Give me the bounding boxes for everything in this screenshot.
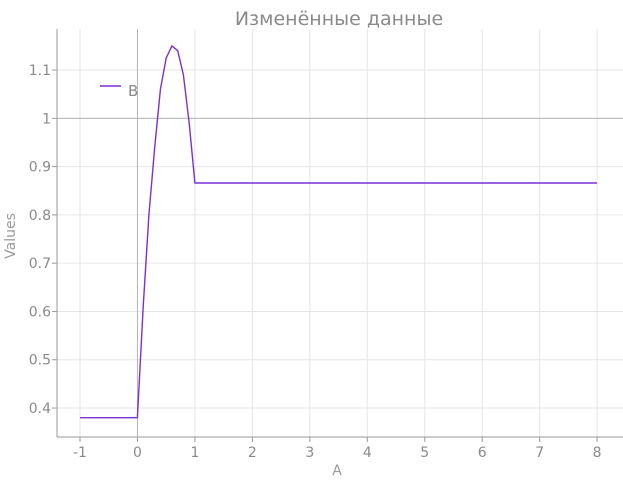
axes: -1 0 1 2 3 4 5 6 7 8 0.4 0.5 0.6 0.7 0.8 0.9 1 1.1 bbox=[29, 29, 623, 461]
series-line bbox=[80, 45, 598, 419]
x-tick-label: 1 bbox=[190, 445, 199, 461]
x-tick-label: 7 bbox=[535, 445, 544, 461]
x-tick-label: -1 bbox=[73, 445, 87, 461]
x-tick-label: 0 bbox=[133, 445, 142, 461]
y-tick-label: 0.9 bbox=[29, 160, 51, 176]
y-tick-label: 1 bbox=[42, 111, 51, 127]
legend-label: B bbox=[128, 82, 138, 100]
y-tick-label: 1.1 bbox=[29, 63, 51, 79]
grid bbox=[57, 29, 623, 437]
legend: B bbox=[100, 82, 138, 100]
chart-title: Изменённые данные bbox=[235, 8, 443, 30]
y-tick-label: 0.4 bbox=[29, 401, 51, 417]
x-tick-label: 5 bbox=[420, 445, 429, 461]
x-tick-label: 3 bbox=[305, 445, 314, 461]
y-tick-label: 0.8 bbox=[29, 208, 51, 224]
x-tick-label: 8 bbox=[593, 445, 602, 461]
series-layer bbox=[80, 45, 598, 419]
x-tick-label: 4 bbox=[363, 445, 372, 461]
y-tick-label: 0.6 bbox=[29, 304, 51, 320]
x-axis-title: A bbox=[332, 463, 342, 479]
x-tick-label: 2 bbox=[248, 445, 257, 461]
x-tick-label: 6 bbox=[478, 445, 487, 461]
y-tick-label: 0.5 bbox=[29, 353, 51, 369]
y-axis-title: Values bbox=[3, 213, 19, 259]
y-tick-label: 0.7 bbox=[29, 256, 51, 272]
